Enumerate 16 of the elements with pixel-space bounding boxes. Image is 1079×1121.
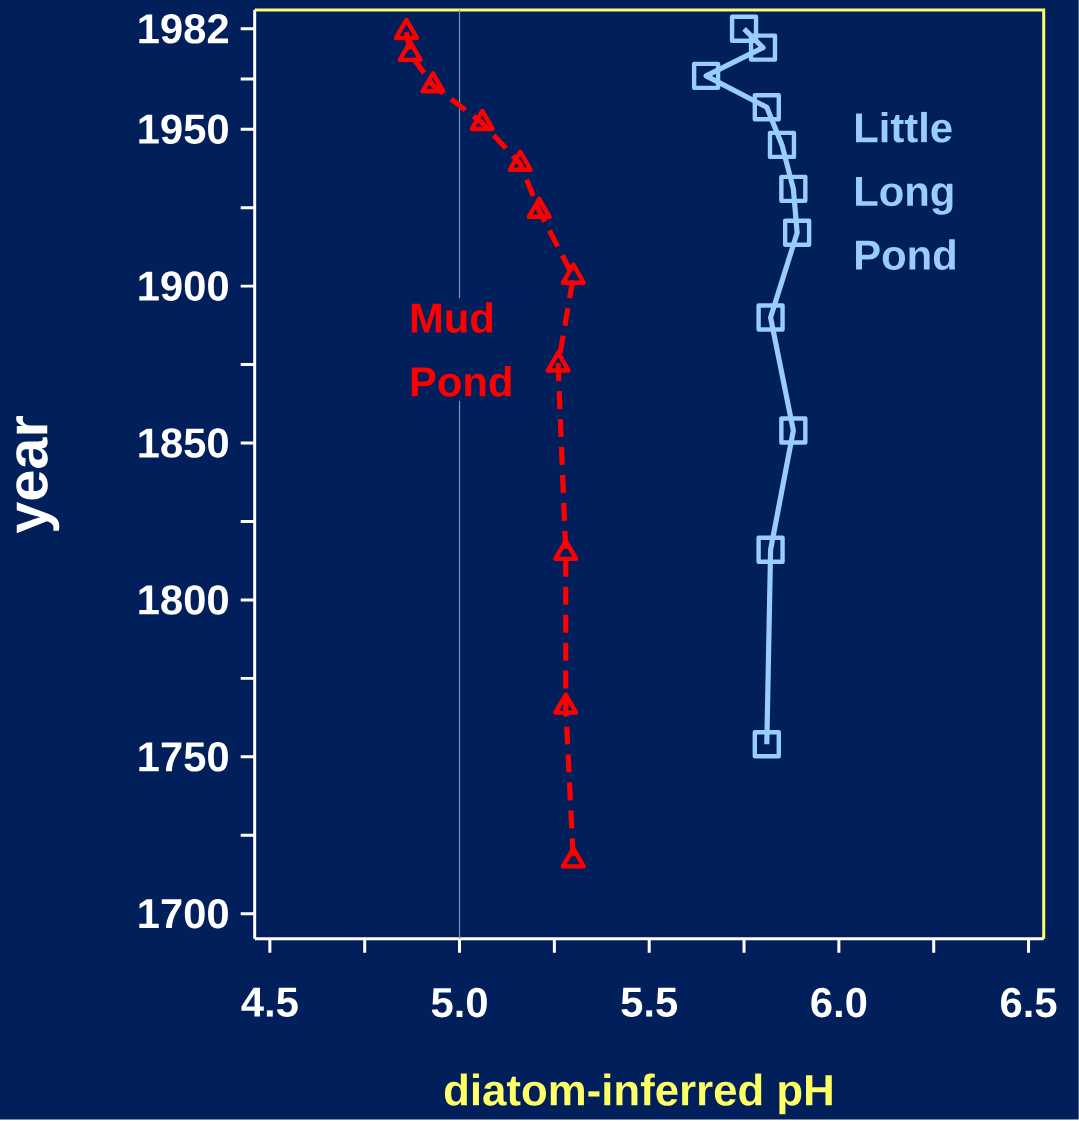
x-tick-label: 6.0 [811,987,867,1018]
x-tick-label: 5.5 [621,987,678,1017]
y-tick-label: 1950 [139,114,229,145]
x-axis-title: diatom-inferred pH [445,1073,832,1115]
y-axis-title: year [16,415,60,534]
y-tick-label: 1982 [139,14,229,44]
x-tick-label: 4.5 [241,987,298,1017]
x-tick-label: 6.5 [1001,987,1057,1018]
x-tick-label: 5.0 [431,987,488,1018]
series-label: Little Long Pond [856,111,956,270]
y-tick-label: 1750 [139,742,229,772]
y-tick-label: 1850 [139,428,229,458]
y-tick-label: 1700 [139,898,229,929]
y-tick-label: 1800 [139,585,229,615]
series-label: Mud Pond [411,302,511,397]
y-tick-label: 1900 [139,271,229,301]
